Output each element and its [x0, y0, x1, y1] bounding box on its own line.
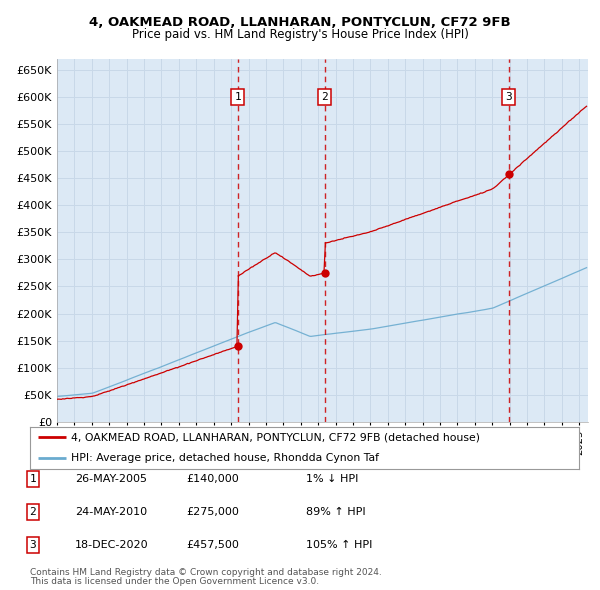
Text: 18-DEC-2020: 18-DEC-2020: [75, 540, 149, 550]
Text: 105% ↑ HPI: 105% ↑ HPI: [306, 540, 373, 550]
Text: 4, OAKMEAD ROAD, LLANHARAN, PONTYCLUN, CF72 9FB: 4, OAKMEAD ROAD, LLANHARAN, PONTYCLUN, C…: [89, 16, 511, 29]
Text: 24-MAY-2010: 24-MAY-2010: [75, 507, 147, 517]
Text: Contains HM Land Registry data © Crown copyright and database right 2024.: Contains HM Land Registry data © Crown c…: [30, 568, 382, 577]
Text: 1% ↓ HPI: 1% ↓ HPI: [306, 474, 358, 484]
Text: This data is licensed under the Open Government Licence v3.0.: This data is licensed under the Open Gov…: [30, 577, 319, 586]
Text: 2: 2: [29, 507, 37, 517]
Text: 4, OAKMEAD ROAD, LLANHARAN, PONTYCLUN, CF72 9FB (detached house): 4, OAKMEAD ROAD, LLANHARAN, PONTYCLUN, C…: [71, 432, 480, 442]
Text: HPI: Average price, detached house, Rhondda Cynon Taf: HPI: Average price, detached house, Rhon…: [71, 454, 379, 463]
Text: Price paid vs. HM Land Registry's House Price Index (HPI): Price paid vs. HM Land Registry's House …: [131, 28, 469, 41]
Text: 2: 2: [322, 92, 328, 102]
Text: £275,000: £275,000: [186, 507, 239, 517]
Text: £457,500: £457,500: [186, 540, 239, 550]
Text: 1: 1: [235, 92, 241, 102]
Text: £140,000: £140,000: [186, 474, 239, 484]
Text: 3: 3: [506, 92, 512, 102]
Text: 26-MAY-2005: 26-MAY-2005: [75, 474, 147, 484]
Text: 89% ↑ HPI: 89% ↑ HPI: [306, 507, 365, 517]
Text: 3: 3: [29, 540, 37, 550]
Text: 1: 1: [29, 474, 37, 484]
